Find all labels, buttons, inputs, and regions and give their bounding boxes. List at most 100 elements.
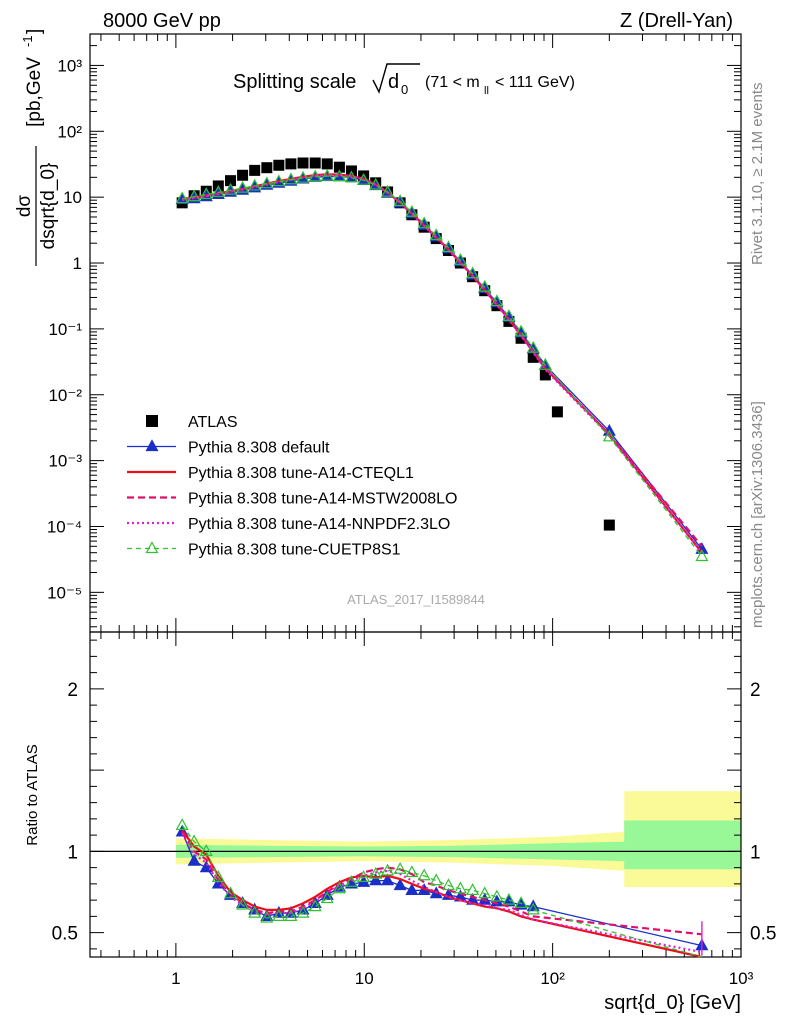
- main-marker: [308, 169, 322, 182]
- atlas-point: [285, 158, 297, 170]
- ratio-marker: [369, 866, 383, 879]
- y-tick-label: 10²: [57, 122, 82, 141]
- ylabel-exponent: -1: [20, 35, 35, 47]
- legend-label: Pythia 8.308 tune-A14-NNPDF2.3LO: [188, 516, 450, 533]
- ratio-marker: [490, 889, 504, 902]
- x-tick-label: 10: [355, 969, 374, 988]
- ratio-y-tick-label: 2: [67, 680, 78, 701]
- y-tick-label: 10³: [57, 56, 82, 75]
- main-marker: [417, 216, 431, 229]
- ratio-marker: [381, 873, 395, 886]
- ratio-marker: [332, 881, 346, 894]
- legend: ATLAS Pythia 8.308 default Pythia 8.308 tu…: [127, 414, 457, 559]
- main-marker: [344, 170, 358, 183]
- title-root-sub: 0: [401, 82, 408, 97]
- legend-label: Pythia 8.308 tune-A14-CTEQL1: [188, 465, 414, 482]
- title-main: Splitting scale: [233, 71, 356, 93]
- ratio-marker: [357, 870, 371, 882]
- main-marker: [441, 240, 456, 253]
- legend-entry-5: Pythia 8.308 tune-CUETP8S1: [127, 541, 401, 559]
- x-tick-label: 10³: [729, 969, 754, 988]
- ratio-y-tick-label-right: 2: [750, 680, 761, 701]
- atlas-point: [515, 332, 527, 344]
- main-marker: [260, 176, 274, 189]
- main-marker: [211, 185, 225, 198]
- ratio-marker: [199, 844, 213, 856]
- legend-square-icon: [146, 415, 158, 427]
- legend-entry-1: Pythia 8.308 default: [127, 439, 330, 457]
- ylabel-numerator: dσ: [14, 195, 35, 218]
- ratio-marker: [175, 818, 189, 830]
- y-tick-label: 10⁻¹: [48, 320, 82, 339]
- ratio-y-tick-label-right: 0.5: [750, 924, 776, 945]
- y-tick-label: 10: [63, 188, 82, 207]
- ratio-marker: [381, 863, 395, 876]
- ratio-marker: [187, 853, 201, 866]
- ratio-marker: [344, 875, 358, 887]
- main-marker: [453, 253, 467, 265]
- ratio-marker: [526, 902, 540, 915]
- ratio-marker: [417, 868, 431, 881]
- main-marker: [284, 172, 298, 185]
- main-marker: [224, 182, 238, 195]
- ratio-marker: [514, 896, 528, 908]
- ratio-line: [181, 831, 703, 936]
- ratio-uncertainty-bands: [90, 791, 741, 888]
- legend-entry-2: Pythia 8.308 tune-A14-CTEQL1: [127, 465, 414, 482]
- x-tick-label: 10²: [540, 969, 565, 988]
- atlas-point: [321, 158, 333, 170]
- ratio-marker: [187, 834, 201, 847]
- y-tick-label: 1: [73, 254, 82, 273]
- ratio-marker: [248, 905, 262, 918]
- main-marker: [369, 177, 383, 190]
- main-marker: [695, 549, 709, 562]
- ylabel-denominator: dsqrt{d_0}: [38, 163, 59, 250]
- ratio-marker: [296, 905, 310, 918]
- atlas-point: [237, 169, 249, 181]
- main-marker: [272, 174, 286, 187]
- ratio-marker: [236, 897, 250, 910]
- ratio-marker: [405, 883, 419, 895]
- main-marker: [538, 358, 552, 370]
- legend-entry-0: ATLAS: [146, 414, 238, 431]
- rivet-version-text: Rivet 3.1.10, ≥ 2.1M events: [749, 83, 766, 266]
- ratio-marker: [393, 878, 407, 891]
- main-marker: [296, 170, 310, 183]
- ratio-series-4: [175, 818, 703, 958]
- atlas-point: [539, 369, 551, 381]
- title-range-end: < 111 GeV): [495, 74, 575, 91]
- ratio-series-2: [181, 831, 703, 936]
- main-marker: [187, 189, 201, 202]
- y-axis-label-main: dσ dsqrt{d_0} [pb,GeV -1 ]: [14, 29, 59, 266]
- ratio-line: [181, 825, 703, 958]
- title-range: (71 < m: [425, 74, 480, 91]
- atlas-point: [225, 175, 237, 187]
- sqrt-symbol-icon: [372, 63, 420, 94]
- ratio-marker: [284, 909, 298, 921]
- atlas-point: [527, 351, 539, 363]
- ratio-marker: [260, 910, 274, 923]
- y-tick-label: 10⁻⁵: [47, 583, 82, 602]
- ratio-marker: [224, 886, 238, 899]
- ratio-marker: [308, 899, 322, 912]
- ratio-marker: [453, 881, 467, 894]
- ratio-marker: [466, 883, 480, 895]
- main-marker: [478, 279, 492, 292]
- main-marker: [526, 340, 540, 353]
- main-marker: [357, 172, 371, 185]
- ratio-marker: [211, 870, 225, 882]
- legend-label: Pythia 8.308 tune-CUETP8S1: [188, 542, 401, 559]
- y-axis-label-ratio: Ratio to ATLAS: [24, 744, 41, 845]
- atlas-point: [273, 159, 285, 171]
- atlas-point: [309, 157, 321, 169]
- atlas-point: [551, 406, 563, 418]
- axis-tick-labels: 1 10 10² 10³10⁻⁵10⁻⁴10⁻³10⁻²10⁻¹11010²10³0.…: [47, 56, 777, 988]
- ratio-band-inner: [175, 820, 741, 870]
- ratio-marker: [441, 878, 456, 891]
- main-marker: [514, 324, 528, 337]
- ratio-marker: [405, 865, 419, 878]
- ratio-marker: [502, 892, 516, 905]
- legend-triangle-icon: [145, 541, 159, 554]
- mcplots-reference-text: mcplots.cern.ch [arXiv:1306.3436]: [749, 401, 766, 628]
